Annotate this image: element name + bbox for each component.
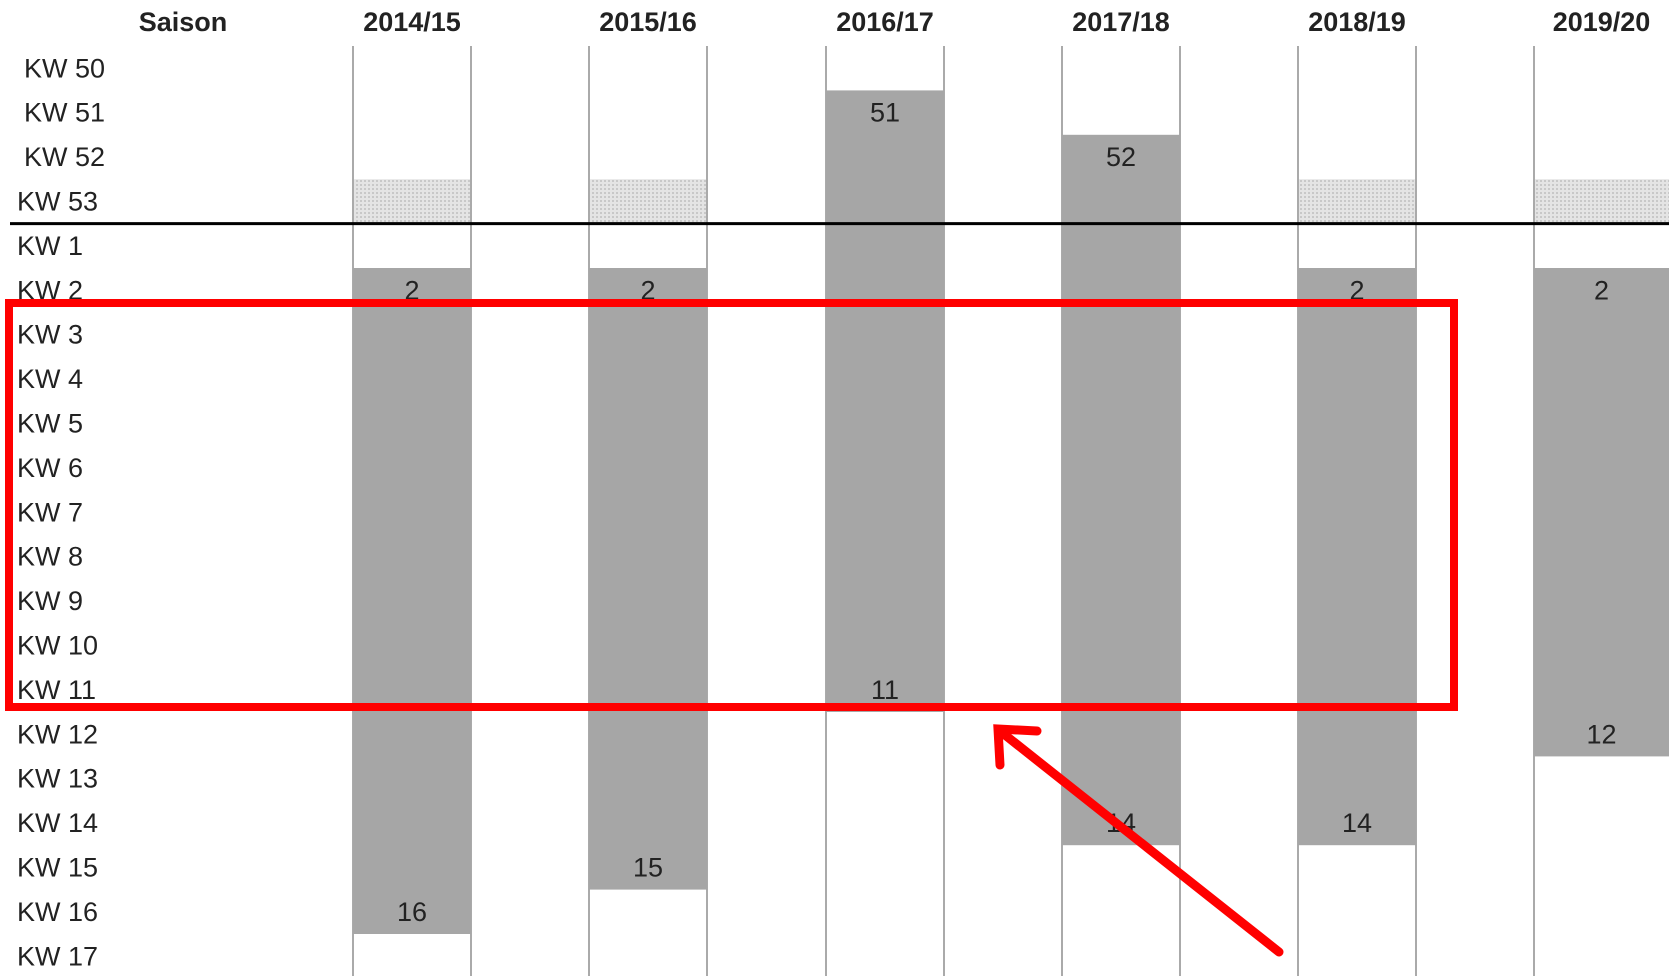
start-label: 2 — [640, 275, 655, 305]
y-tick-label: KW 14 — [17, 808, 98, 838]
y-tick-label: KW 15 — [17, 853, 98, 883]
week-53-hatch — [353, 179, 471, 224]
column-header: 2017/18 — [1072, 7, 1170, 37]
start-label: 51 — [870, 98, 900, 128]
start-label: 52 — [1106, 142, 1136, 172]
end-label: 11 — [871, 675, 899, 705]
y-tick-label: KW 7 — [17, 497, 83, 527]
y-tick-label: KW 9 — [17, 586, 83, 616]
y-tick-label: KW 50 — [24, 53, 105, 83]
y-tick-label: KW 12 — [17, 719, 98, 749]
y-tick-label: KW 6 — [17, 453, 83, 483]
week-53-hatch — [1534, 179, 1669, 224]
column-header: 2018/19 — [1308, 7, 1406, 37]
start-label: 2 — [404, 275, 419, 305]
y-tick-label: KW 53 — [17, 187, 98, 217]
y-tick-label: KW 17 — [17, 941, 98, 971]
column-header: 2019/20 — [1553, 7, 1651, 37]
start-label: 2 — [1349, 275, 1364, 305]
end-label: 15 — [633, 853, 663, 883]
highlight-box — [5, 299, 1458, 711]
background-layer — [352, 46, 1669, 976]
y-tick-label: KW 4 — [17, 364, 83, 394]
start-label: 2 — [1594, 275, 1609, 305]
y-tick-label: KW 1 — [17, 231, 83, 261]
y-tick-label: KW 5 — [17, 409, 83, 439]
column-header: 2015/16 — [599, 7, 697, 37]
column-header: 2014/15 — [363, 7, 461, 37]
season-bar — [1062, 134, 1180, 846]
end-label: 16 — [397, 897, 427, 927]
y-tick-label: KW 3 — [17, 320, 83, 350]
arrow — [993, 724, 1284, 957]
season-bar — [1298, 268, 1416, 846]
y-tick-label: KW 11 — [17, 675, 96, 705]
y-tick-label: KW 52 — [24, 142, 105, 172]
column-header: 2016/17 — [836, 7, 934, 37]
end-label: 14 — [1342, 808, 1372, 838]
week-53-hatch — [589, 179, 707, 224]
season-bar — [353, 268, 471, 934]
week-53-hatch — [1298, 179, 1416, 224]
season-bar — [826, 90, 944, 712]
y-tick-label: KW 51 — [24, 98, 105, 128]
y-tick-label: KW 8 — [17, 542, 83, 572]
y-tick-label: KW 13 — [17, 764, 98, 794]
y-tick-label: KW 16 — [17, 897, 98, 927]
season-bar — [589, 268, 707, 890]
season-bar — [1534, 268, 1669, 757]
x-title: Saison — [139, 7, 228, 37]
y-tick-label: KW 10 — [17, 631, 98, 661]
end-label: 12 — [1586, 719, 1616, 749]
